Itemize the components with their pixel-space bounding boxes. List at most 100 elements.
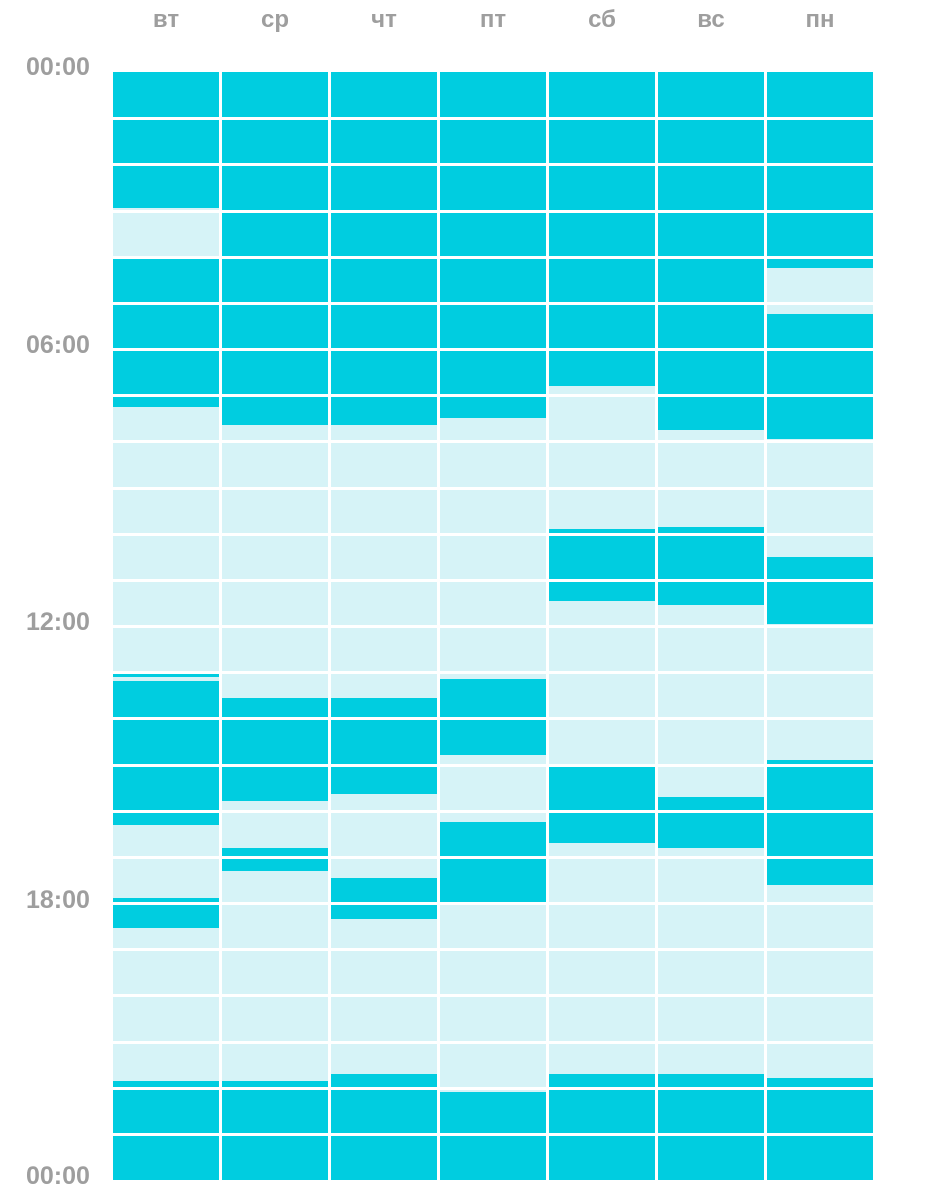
time-label: 06:00 (26, 331, 90, 359)
gridline (440, 948, 546, 952)
gridline (767, 440, 873, 444)
sleep-block (331, 877, 437, 920)
gridline (440, 1086, 546, 1090)
sleep-block (767, 72, 873, 269)
day-column (113, 72, 219, 1180)
gridline (113, 578, 219, 582)
time-label: 00:00 (26, 53, 90, 81)
sleep-block (113, 681, 219, 825)
gridline (440, 486, 546, 490)
gridline (222, 671, 328, 675)
gridline (113, 625, 219, 628)
gridline (658, 671, 764, 675)
gridline (658, 486, 764, 490)
gridline (440, 809, 546, 813)
day-label: чт (371, 6, 397, 33)
gridline (549, 855, 655, 859)
gridline (222, 948, 328, 952)
gridline (767, 671, 873, 675)
gridline (658, 763, 764, 767)
gridline (440, 440, 546, 444)
gridline (331, 994, 437, 998)
day-column (222, 72, 328, 1180)
sleep-block (658, 1073, 764, 1180)
sleep-block (222, 847, 328, 871)
gridline (331, 948, 437, 952)
gridline (767, 994, 873, 998)
sleep-block (549, 1073, 655, 1180)
gridline (549, 994, 655, 998)
gridline (767, 301, 873, 305)
sleep-block (658, 796, 764, 848)
day-column (767, 72, 873, 1180)
gridline (767, 1040, 873, 1044)
sleep-block (113, 674, 219, 677)
sleep-block (549, 529, 655, 601)
day-column (658, 72, 764, 1180)
gridline (658, 855, 764, 859)
sleep-block (331, 697, 437, 795)
gridline (222, 486, 328, 490)
gridline (113, 532, 219, 536)
day-column (440, 72, 546, 1180)
day-label: пн (805, 6, 835, 33)
sleep-block (440, 1092, 546, 1180)
day-label: сб (588, 6, 616, 33)
gridline (331, 671, 437, 675)
gridline (113, 994, 219, 998)
time-label: 12:00 (26, 608, 90, 636)
sleep-block (222, 72, 328, 426)
day-label: вс (697, 6, 725, 33)
day-column (331, 72, 437, 1180)
gridline (113, 486, 219, 490)
sleep-block (440, 72, 546, 419)
gridline (767, 486, 873, 490)
day-label: пт (479, 6, 507, 33)
gridline (767, 948, 873, 952)
gridline (440, 532, 546, 536)
gridline (440, 671, 546, 675)
sleep-block (113, 72, 219, 209)
gridline (549, 486, 655, 490)
gridline (113, 855, 219, 859)
sleep-block (331, 1073, 437, 1180)
gridline (549, 440, 655, 444)
sleep-block (440, 822, 546, 906)
sleep-block (222, 1080, 328, 1180)
gridline (767, 625, 873, 628)
gridline (440, 625, 546, 628)
gridline (767, 717, 873, 721)
gridline (440, 1040, 546, 1044)
gridline (222, 994, 328, 998)
sleep-block (658, 526, 764, 606)
sleep-block (440, 679, 546, 756)
gridline (549, 394, 655, 398)
gridline (440, 578, 546, 582)
gridline (331, 532, 437, 536)
time-label: 00:00 (26, 1162, 90, 1190)
gridline (658, 717, 764, 721)
gridline (222, 809, 328, 813)
gridline (222, 625, 328, 628)
gridline (331, 625, 437, 628)
gridline (331, 578, 437, 582)
sleep-block (767, 556, 873, 624)
gridline (549, 717, 655, 721)
sleep-block (549, 72, 655, 386)
sleep-block (113, 1080, 219, 1180)
sleep-block (658, 72, 764, 430)
gridline (222, 440, 328, 444)
gridline (113, 948, 219, 952)
gridline (440, 763, 546, 767)
sleep-block (222, 697, 328, 802)
gridline (440, 994, 546, 998)
gridline (767, 902, 873, 905)
gridline (222, 578, 328, 582)
gridline (549, 1040, 655, 1044)
gridline (549, 671, 655, 675)
gridline (658, 994, 764, 998)
gridline (658, 1040, 764, 1044)
gridline (113, 209, 219, 213)
gridline (331, 486, 437, 490)
sleep-block (113, 898, 219, 929)
